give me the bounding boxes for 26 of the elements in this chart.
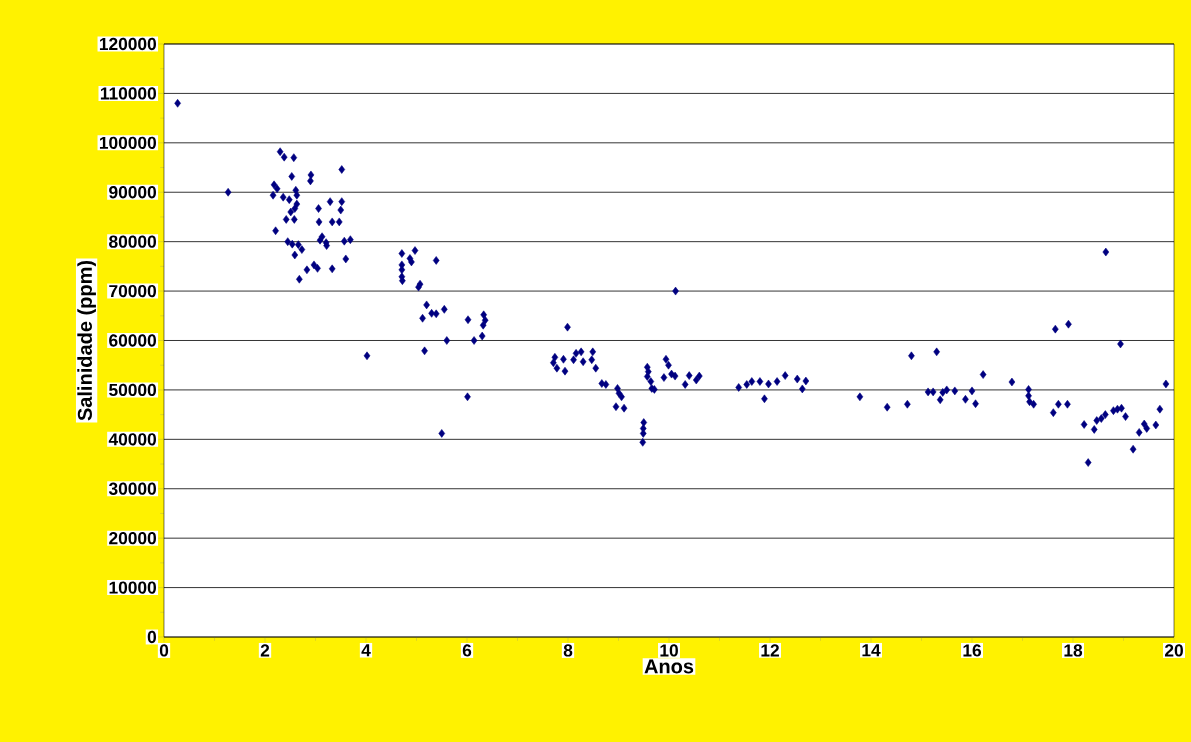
x-tick-label: 18 bbox=[1064, 644, 1083, 657]
x-tick-label: 6 bbox=[462, 644, 472, 657]
y-tick-label: 10000 bbox=[109, 581, 156, 594]
x-tick-label: 20 bbox=[1164, 644, 1183, 657]
x-tick-label: 2 bbox=[260, 644, 270, 657]
y-tick-label: 40000 bbox=[108, 433, 156, 446]
x-tick-label: 4 bbox=[361, 644, 371, 657]
y-tick-label: 0 bbox=[147, 630, 156, 644]
x-tick-label: 16 bbox=[963, 644, 982, 657]
y-tick-label: 30000 bbox=[108, 482, 156, 495]
x-tick-label: 12 bbox=[761, 644, 779, 657]
y-tick-label: 100000 bbox=[99, 136, 156, 149]
y-tick-label: 50000 bbox=[109, 383, 156, 397]
x-tick-label: 0 bbox=[159, 644, 169, 657]
x-axis-title: Anos bbox=[644, 659, 694, 674]
x-tick-label: 10 bbox=[660, 644, 678, 657]
x-tick-label: 14 bbox=[862, 644, 881, 657]
y-tick-label: 70000 bbox=[109, 284, 156, 298]
y-tick-label: 90000 bbox=[109, 186, 156, 199]
y-axis-title: Salinidade (ppm) bbox=[77, 260, 96, 421]
x-tick-label: 8 bbox=[563, 644, 573, 657]
y-tick-label: 80000 bbox=[109, 235, 156, 248]
y-tick-label: 60000 bbox=[109, 334, 156, 347]
y-tick-label: 110000 bbox=[100, 87, 156, 100]
y-tick-label: 120000 bbox=[99, 37, 156, 51]
y-tick-label: 20000 bbox=[109, 532, 156, 545]
